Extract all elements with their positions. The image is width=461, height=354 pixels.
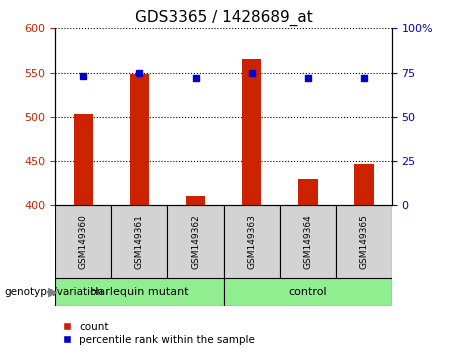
Bar: [280, 205, 336, 278]
Text: GSM149362: GSM149362: [191, 214, 200, 269]
Bar: [354, 164, 373, 205]
Bar: [242, 59, 261, 205]
Bar: [130, 74, 149, 205]
Text: GSM149364: GSM149364: [303, 214, 312, 269]
Bar: [112, 205, 167, 278]
Text: genotype/variation: genotype/variation: [5, 287, 104, 297]
Bar: [55, 278, 224, 306]
Legend: count, percentile rank within the sample: count, percentile rank within the sample: [60, 320, 257, 347]
Bar: [167, 205, 224, 278]
Bar: [74, 114, 93, 205]
Bar: [186, 196, 205, 205]
Text: GSM149365: GSM149365: [359, 214, 368, 269]
Bar: [336, 205, 392, 278]
Bar: [55, 205, 112, 278]
Bar: [224, 278, 392, 306]
Text: GSM149361: GSM149361: [135, 214, 144, 269]
Text: Harlequin mutant: Harlequin mutant: [90, 287, 189, 297]
Text: GSM149360: GSM149360: [79, 214, 88, 269]
Text: ▶: ▶: [48, 286, 58, 298]
Bar: [224, 205, 280, 278]
Title: GDS3365 / 1428689_at: GDS3365 / 1428689_at: [135, 9, 313, 25]
Text: GSM149363: GSM149363: [247, 214, 256, 269]
Text: control: control: [289, 287, 327, 297]
Bar: [298, 179, 318, 205]
